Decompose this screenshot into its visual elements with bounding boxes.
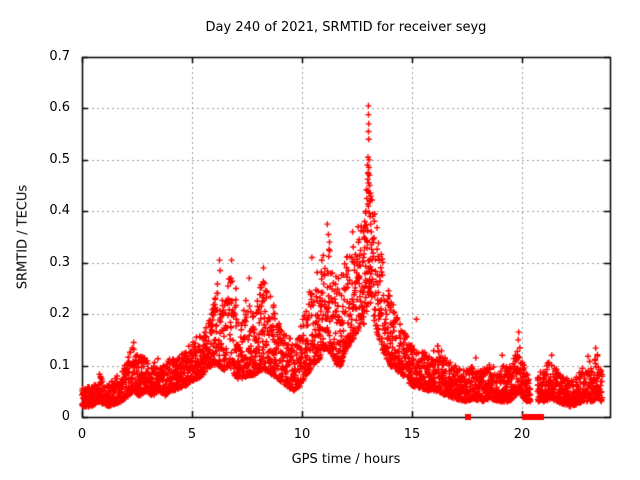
y-tick-label: 0.1 — [49, 357, 70, 373]
y-tick-label: 0.4 — [49, 203, 70, 219]
y-tick-label: 0.3 — [49, 254, 70, 270]
x-tick-label: 15 — [403, 427, 421, 442]
x-axis-label: GPS time / hours — [291, 452, 401, 467]
x-tick-label: 5 — [187, 427, 197, 442]
chart-title: Day 240 of 2021, SRMTID for receiver sey… — [205, 20, 487, 35]
y-tick-label: 0 — [61, 409, 70, 424]
y-tick-label: 0.5 — [49, 151, 70, 167]
x-tick-label: 20 — [513, 427, 531, 442]
y-axis-label: SRMTID / TECUs — [15, 184, 31, 290]
x-tick-label: 0 — [77, 427, 87, 442]
x-tick-label: 10 — [293, 427, 311, 442]
y-tick-label: 0.2 — [49, 306, 70, 322]
y-tick-label: 0.6 — [49, 100, 70, 116]
y-tick-label: 0.7 — [49, 49, 70, 64]
